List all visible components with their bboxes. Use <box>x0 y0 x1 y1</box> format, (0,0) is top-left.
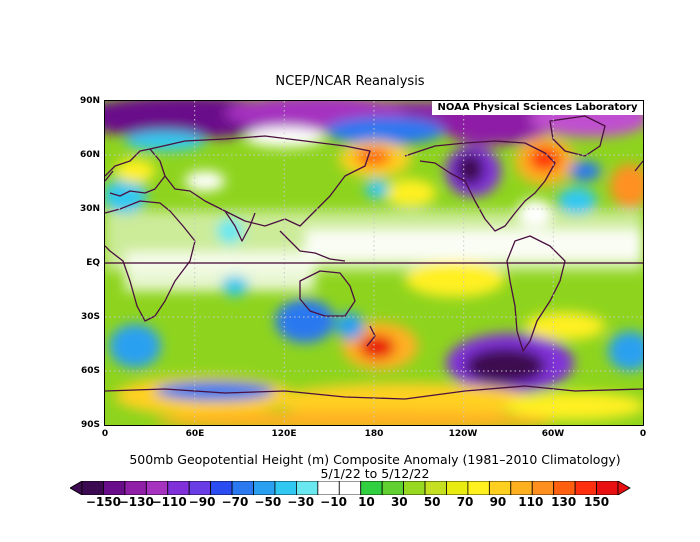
lon-label: 120E <box>271 429 297 439</box>
colorbar-tick-label: 30 <box>390 495 408 509</box>
colorbar-swatch <box>574 481 597 495</box>
credit-label: NOAA Physical Sciences Laboratory <box>432 101 643 115</box>
colorbar-tick-label: −150 <box>85 495 121 509</box>
colorbar-swatch <box>596 481 619 495</box>
lat-label: EQ <box>86 258 100 268</box>
lat-label: 90S <box>80 420 100 430</box>
colorbar-tick-label: 10 <box>358 495 375 509</box>
map-title: NCEP/NCAR Reanalysis <box>275 74 425 89</box>
colorbar-swatch <box>360 481 383 495</box>
colorbar-tick-label: −90 <box>188 495 216 509</box>
colorbar-tick-label: −30 <box>287 495 315 509</box>
anomaly-field <box>105 101 643 425</box>
colorbar-tick-label: 130 <box>551 495 577 509</box>
colorbar-tick-label: −10 <box>320 495 347 509</box>
colorbar-swatch <box>210 481 233 495</box>
colorbar-tick-label: −50 <box>254 495 282 509</box>
colorbar-swatch <box>295 481 319 495</box>
colorbar-swatch <box>531 481 555 495</box>
map-frame <box>104 100 644 426</box>
colorbar-swatch <box>424 481 447 495</box>
lat-label: 30S <box>80 312 100 322</box>
caption-line-2: 5/1/22 to 5/12/22 <box>320 466 430 481</box>
colorbar-tick-label: 70 <box>456 495 474 509</box>
colorbar-tick-label: −70 <box>221 495 249 509</box>
lon-label: 120W <box>448 429 478 439</box>
colorbar-swatch <box>510 481 533 495</box>
colorbar-arrow-low <box>70 481 83 495</box>
map-caption: 500mb Geopotential Height (m) Composite … <box>0 453 700 481</box>
lat-label: 60N <box>79 150 100 160</box>
anomaly-map <box>105 101 643 425</box>
colorbar-tick-label: 90 <box>489 495 507 509</box>
lat-label: 60S <box>80 366 100 376</box>
continent-outlines <box>105 115 643 400</box>
caption-line-1: 500mb Geopotential Height (m) Composite … <box>129 452 621 467</box>
colorbar-swatch <box>145 481 169 495</box>
lat-label: 90N <box>79 96 100 106</box>
colorbar-swatch <box>446 481 469 495</box>
colorbar-swatch <box>167 481 190 495</box>
lat-label: 30N <box>79 204 100 214</box>
colorbar <box>70 481 631 495</box>
colorbar-tick-label: 50 <box>423 495 441 509</box>
colorbar-swatch <box>124 481 147 495</box>
colorbar-swatch <box>553 481 576 495</box>
lon-label: 60W <box>541 429 565 439</box>
lon-label: 0 <box>639 429 647 439</box>
colorbar-swatch <box>381 481 405 495</box>
colorbar-tick-label: −130 <box>118 495 154 509</box>
colorbar-swatch <box>253 481 276 495</box>
colorbar-swatch <box>274 481 297 495</box>
colorbar-tick-label: 110 <box>518 495 544 509</box>
colorbar-swatch <box>317 481 340 495</box>
colorbar-swatch <box>488 481 512 495</box>
colorbar-tick-label: −110 <box>151 495 187 509</box>
colorbar-arrow-high <box>617 481 631 495</box>
lon-label: 0 <box>101 429 109 439</box>
lon-label: 60E <box>185 429 205 439</box>
colorbar-swatch <box>231 481 254 495</box>
colorbar-swatch <box>81 481 104 495</box>
colorbar-tick-label: 150 <box>584 495 610 509</box>
lon-label: 180 <box>364 429 384 439</box>
colorbar-swatch <box>188 481 212 495</box>
colorbar-swatch <box>338 481 362 495</box>
colorbar-swatch <box>103 481 126 495</box>
colorbar-swatch <box>467 481 490 495</box>
colorbar-swatch <box>403 481 426 495</box>
